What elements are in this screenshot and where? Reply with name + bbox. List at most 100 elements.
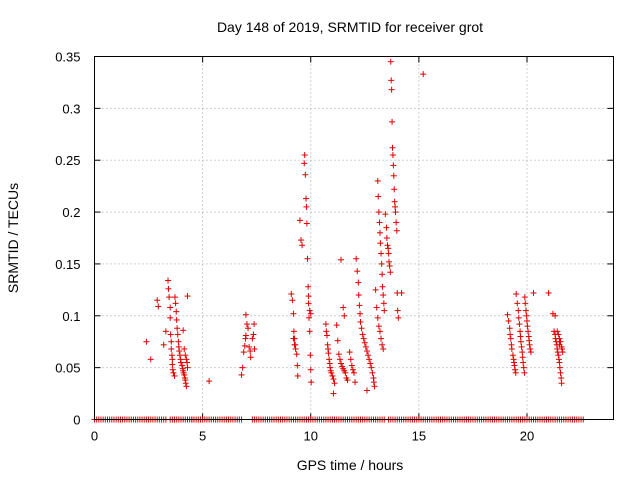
data-point [173, 316, 180, 323]
data-point [239, 364, 246, 371]
data-point [182, 380, 189, 387]
data-point [169, 361, 176, 368]
data-point [355, 279, 362, 286]
data-point [379, 341, 386, 348]
data-point [334, 337, 341, 344]
data-point [346, 349, 353, 356]
data-point [183, 356, 190, 363]
y-tick-label: 0.25 [55, 153, 80, 168]
data-point [294, 362, 301, 369]
data-point [398, 289, 405, 296]
data-point [241, 342, 248, 349]
data-point [517, 328, 524, 335]
data-point [143, 338, 150, 345]
data-point [355, 292, 362, 299]
data-point [299, 242, 306, 249]
data-point [378, 260, 385, 267]
data-point [521, 369, 528, 376]
data-point [524, 317, 530, 324]
data-point [178, 359, 184, 366]
data-point [292, 345, 299, 352]
data-point [302, 171, 309, 178]
data-point [342, 369, 349, 376]
data-point [181, 345, 188, 352]
y-tick-label: 0.15 [55, 257, 80, 272]
data-point [374, 314, 381, 321]
data-point [147, 356, 154, 363]
data-point [301, 152, 308, 159]
x-tick-label: 20 [520, 429, 534, 444]
data-point [322, 321, 329, 328]
data-point [512, 369, 519, 376]
data-point [389, 152, 396, 159]
x-axis-label: GPS time / hours [297, 457, 404, 473]
data-point [520, 364, 527, 371]
data-point [557, 338, 564, 345]
data-point [340, 304, 347, 311]
data-point [353, 255, 360, 262]
data-point [516, 321, 523, 328]
data-point [294, 372, 301, 379]
data-point [559, 349, 566, 356]
x-tick-label: 10 [304, 429, 318, 444]
data-point [360, 335, 367, 342]
data-point [558, 375, 565, 382]
data-point [390, 172, 397, 179]
data-point [170, 369, 177, 376]
data-point [338, 256, 345, 263]
data-point [366, 356, 373, 363]
data-point [393, 227, 400, 234]
data-point [240, 349, 247, 356]
data-point [307, 366, 314, 373]
data-point [331, 380, 338, 387]
data-point [184, 359, 191, 366]
data-point [368, 364, 375, 371]
data-point [530, 289, 537, 296]
data-point [305, 293, 312, 300]
data-point [290, 335, 297, 342]
data-point [387, 58, 394, 65]
data-point [371, 383, 378, 390]
data-point [183, 383, 190, 390]
data-point [238, 371, 245, 378]
data-point [347, 356, 354, 363]
data-point [507, 331, 514, 338]
data-point [173, 308, 180, 315]
y-tick-label: 0.35 [55, 50, 80, 65]
data-point [386, 263, 393, 270]
data-point [166, 294, 173, 301]
data-point [392, 209, 399, 216]
data-point [303, 203, 310, 210]
data-point [511, 362, 518, 369]
data-point [245, 325, 252, 332]
data-point [384, 242, 391, 249]
data-point [391, 186, 398, 193]
data-point [519, 349, 526, 356]
data-point [505, 317, 512, 324]
data-point [160, 341, 167, 348]
data-point [330, 376, 337, 383]
data-point [379, 271, 386, 278]
data-point [303, 220, 310, 227]
data-point [359, 331, 366, 338]
data-point [154, 297, 161, 304]
data-point [522, 307, 529, 314]
chart-title: Day 148 of 2019, SRMTID for receiver gro… [217, 19, 483, 35]
data-point [556, 359, 563, 366]
data-point [333, 322, 340, 329]
data-point [515, 314, 522, 321]
data-point [395, 314, 402, 321]
data-point [522, 300, 529, 307]
data-point [506, 325, 513, 332]
y-tick-label: 0.3 [62, 101, 80, 116]
data-point [370, 379, 377, 386]
data-point [523, 312, 530, 319]
data-point [175, 338, 182, 345]
data-point [392, 203, 399, 210]
data-point [390, 162, 397, 169]
data-point [376, 219, 383, 226]
data-point [323, 328, 330, 335]
data-point [379, 283, 386, 290]
data-point [383, 235, 390, 241]
data-point [329, 372, 336, 379]
